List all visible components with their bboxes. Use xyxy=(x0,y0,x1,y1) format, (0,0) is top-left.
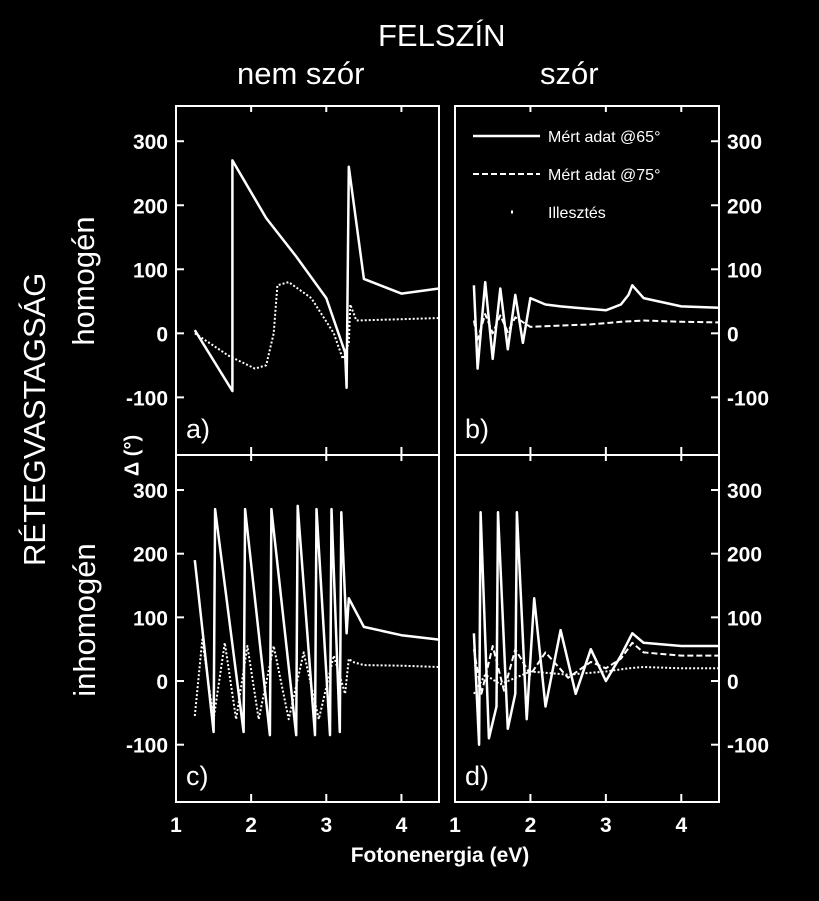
panel-c-x-tick-label: 1 xyxy=(170,814,182,837)
panel-c-x-tick-label: 4 xyxy=(396,814,408,837)
panel-c-series-2-line xyxy=(193,638,440,721)
panel-a-y-tick-label: 100 xyxy=(133,259,168,282)
panel-b-label: b) xyxy=(465,414,489,444)
panel-a-y-tick-label: 0 xyxy=(156,323,168,346)
panel-d-series-3-line xyxy=(473,666,719,695)
panel-b-series-1-line xyxy=(472,280,720,370)
panel-b-y-tick-label: 100 xyxy=(727,259,762,282)
panel-d-y-tick-label: 200 xyxy=(727,544,762,567)
panel-c-frame xyxy=(175,454,440,803)
y-axis-label: Δ (°) xyxy=(121,434,144,477)
column-label-right: szór xyxy=(540,56,599,91)
panel-d-y-tick-label: -100 xyxy=(727,735,769,758)
panel-d-y-tick-label: 300 xyxy=(727,480,762,503)
legend-label-2: Mért adat @75° xyxy=(548,167,660,184)
panel-c-x-tick-label: 3 xyxy=(320,814,332,837)
panel-d-y-tick-label: 100 xyxy=(727,607,762,630)
panel-d-series-2-line xyxy=(472,641,719,695)
panel-a-y-tick-label: 300 xyxy=(133,131,168,154)
panel-d-label: d) xyxy=(465,761,489,791)
panel-d-x-tick-label: 3 xyxy=(600,814,612,837)
panel-b-y-tick-label: 0 xyxy=(727,323,739,346)
panel-b-series-2-line xyxy=(472,313,720,341)
panel-a-label: a) xyxy=(186,414,210,444)
legend-label-3: Illesztés xyxy=(548,205,606,222)
top-title: FELSZÍN xyxy=(378,18,506,53)
panel-c-y-tick-label: 300 xyxy=(133,480,168,503)
panel-a-y-tick-label: 200 xyxy=(133,195,168,218)
panel-d-y-tick-label: 0 xyxy=(727,671,739,694)
panel-b-y-tick-label: -100 xyxy=(727,387,769,410)
panel-d-x-tick-label: 4 xyxy=(675,814,687,837)
panel-c-y-tick-label: 100 xyxy=(133,607,168,630)
row-label-top: homogén xyxy=(66,216,101,346)
panel-c-x-tick-label: 2 xyxy=(245,814,257,837)
panel-d-x-tick-label: 2 xyxy=(525,814,537,837)
row-label-bottom: inhomogén xyxy=(67,543,102,697)
panel-a-frame xyxy=(175,105,440,456)
panel-c-y-tick-label: 0 xyxy=(156,671,168,694)
panel-a-series-1-line xyxy=(193,159,440,393)
panel-b-y-tick-label: 200 xyxy=(727,195,762,218)
panel-d-series-1-line xyxy=(472,511,719,746)
column-label-left: nem szór xyxy=(237,56,365,91)
panel-a-y-tick-label: -100 xyxy=(126,387,168,410)
panel-c-label: c) xyxy=(186,761,209,791)
panel-d-x-tick-label: 1 xyxy=(449,814,461,837)
x-axis-label: Fotonenergia (eV) xyxy=(350,844,530,867)
row-axis-title: RÉTEGVASTAGSÁG xyxy=(17,272,52,566)
panel-d-frame xyxy=(454,454,720,803)
panel-b-y-tick-label: 300 xyxy=(727,131,762,154)
panel-c-y-tick-label: -100 xyxy=(126,735,168,758)
panel-c-series-1-line xyxy=(193,504,440,737)
panel-b-frame xyxy=(454,105,720,456)
panel-a-series-2-line xyxy=(194,281,440,370)
panel-c-y-tick-label: 200 xyxy=(133,544,168,567)
legend-label-1: Mért adat @65° xyxy=(548,129,660,146)
